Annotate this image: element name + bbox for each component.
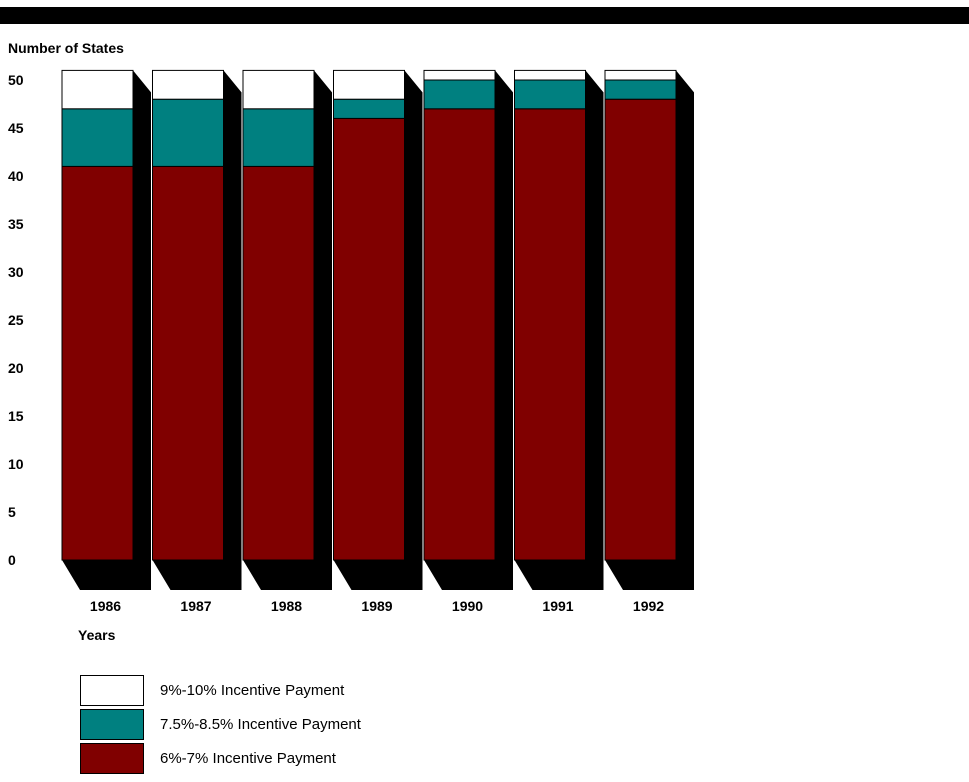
legend-swatch-7-5-8-5 [80,709,144,740]
y-tick-label: 30 [8,264,24,280]
stacked-bar-chart: 0 5 10 15 20 25 30 35 40 45 50 1986 1987 1988 1989 199… [8,69,694,614]
bar-segment-1989-s1 [333,98,405,119]
x-tick-label: 1986 [90,598,121,614]
y-tick-label: 35 [8,216,24,232]
bar-segment-1986-s0 [61,165,134,561]
header-bar [0,7,969,24]
y-tick-label: 45 [8,120,24,136]
y-tick-label: 10 [8,456,24,472]
x-tick-label: 1992 [633,598,664,614]
legend-label-7-5-8-5: 7.5%-8.5% Incentive Payment [160,716,361,733]
bar-segment-1988-s0 [242,165,315,561]
x-tick-label: 1991 [542,598,573,614]
y-tick-label: 40 [8,168,24,184]
legend-item-7-5-8-5: 7.5%-8.5% Incentive Payment [80,707,500,741]
bar-segment-1990-s2 [423,69,496,81]
bar-segment-1992-s2 [604,69,677,81]
bar-segment-1987-s0 [152,165,224,561]
bar-segment-1990-s0 [423,108,496,561]
bar-segment-1991-s0 [514,108,586,561]
bar-segment-1992-s0 [604,98,677,561]
x-axis-title: Years [78,627,116,643]
y-tick-label: 25 [8,312,24,328]
bar-segment-1991-s1 [514,79,586,110]
y-tick-label: 15 [8,408,24,424]
x-tick-label: 1989 [361,598,392,614]
legend-item-9-10: 9%-10% Incentive Payment [80,673,500,707]
legend-label-6-7: 6%-7% Incentive Payment [160,750,336,767]
legend-item-6-7: 6%-7% Incentive Payment [80,741,500,775]
x-tick-label: 1988 [271,598,302,614]
legend-label-9-10: 9%-10% Incentive Payment [160,682,345,699]
y-axis-title: Number of States [8,40,124,56]
bar-segment-1987-s1 [152,98,224,167]
bar-segment-1987-s2 [152,69,224,100]
y-tick-label: 5 [8,504,16,520]
bar-segment-1989-s0 [333,117,405,561]
x-tick-label: 1990 [452,598,483,614]
y-tick-label: 0 [8,552,16,568]
bar-segment-1986-s2 [61,69,134,110]
legend-swatch-6-7 [80,743,144,774]
bar-segment-1992-s1 [604,79,677,100]
bar-segment-1990-s1 [423,79,496,110]
y-tick-label: 20 [8,360,24,376]
x-tick-label: 1987 [180,598,211,614]
legend-swatch-9-10 [80,675,144,706]
bar-segment-1988-s1 [242,108,315,167]
legend: 9%-10% Incentive Payment 7.5%-8.5% Incen… [80,673,500,775]
bar-segment-1986-s1 [61,108,134,167]
bar-segment-1991-s2 [514,69,586,81]
bar-segment-1988-s2 [242,69,315,110]
bar-segment-1989-s2 [333,69,405,100]
y-tick-label: 50 [8,72,24,88]
